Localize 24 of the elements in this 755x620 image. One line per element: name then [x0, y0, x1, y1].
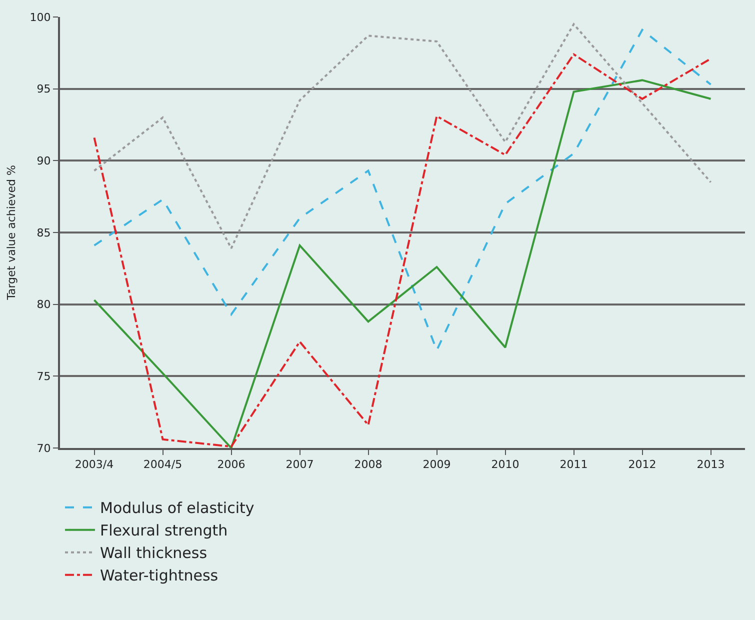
y-tick-label: 95	[36, 82, 51, 96]
line-series	[93, 28, 712, 352]
x-tick-label: 2011	[560, 458, 588, 472]
y-axis-title: Target value achieved %	[4, 165, 18, 301]
y-tick-label: 90	[36, 154, 51, 168]
x-tick-label: 2006	[217, 458, 246, 472]
x-tick-label: 2007	[286, 458, 314, 472]
x-tick-label: 2012	[628, 458, 656, 472]
y-tick-label: 75	[36, 370, 51, 384]
x-tick-label: 2003/4	[74, 458, 114, 472]
x-tick-label: 2010	[491, 458, 520, 472]
x-tick-label: 2013	[696, 458, 725, 472]
y-tick-label: 100	[30, 10, 51, 24]
legend-label: Modulus of elasticity	[100, 499, 254, 518]
line-series	[93, 23, 712, 250]
y-tick-label: 80	[36, 298, 51, 312]
y-tick-label: 70	[36, 442, 51, 455]
x-tick-label: 2004/5	[143, 458, 182, 472]
legend-label: Flexural strength	[100, 522, 228, 540]
y-tick-label: 85	[36, 226, 51, 240]
legend-label: Wall thickness	[100, 544, 208, 562]
x-tick-label: 2009	[422, 458, 451, 472]
x-tick-label: 2008	[354, 458, 382, 472]
legend-label: Water-tightness	[100, 566, 218, 585]
